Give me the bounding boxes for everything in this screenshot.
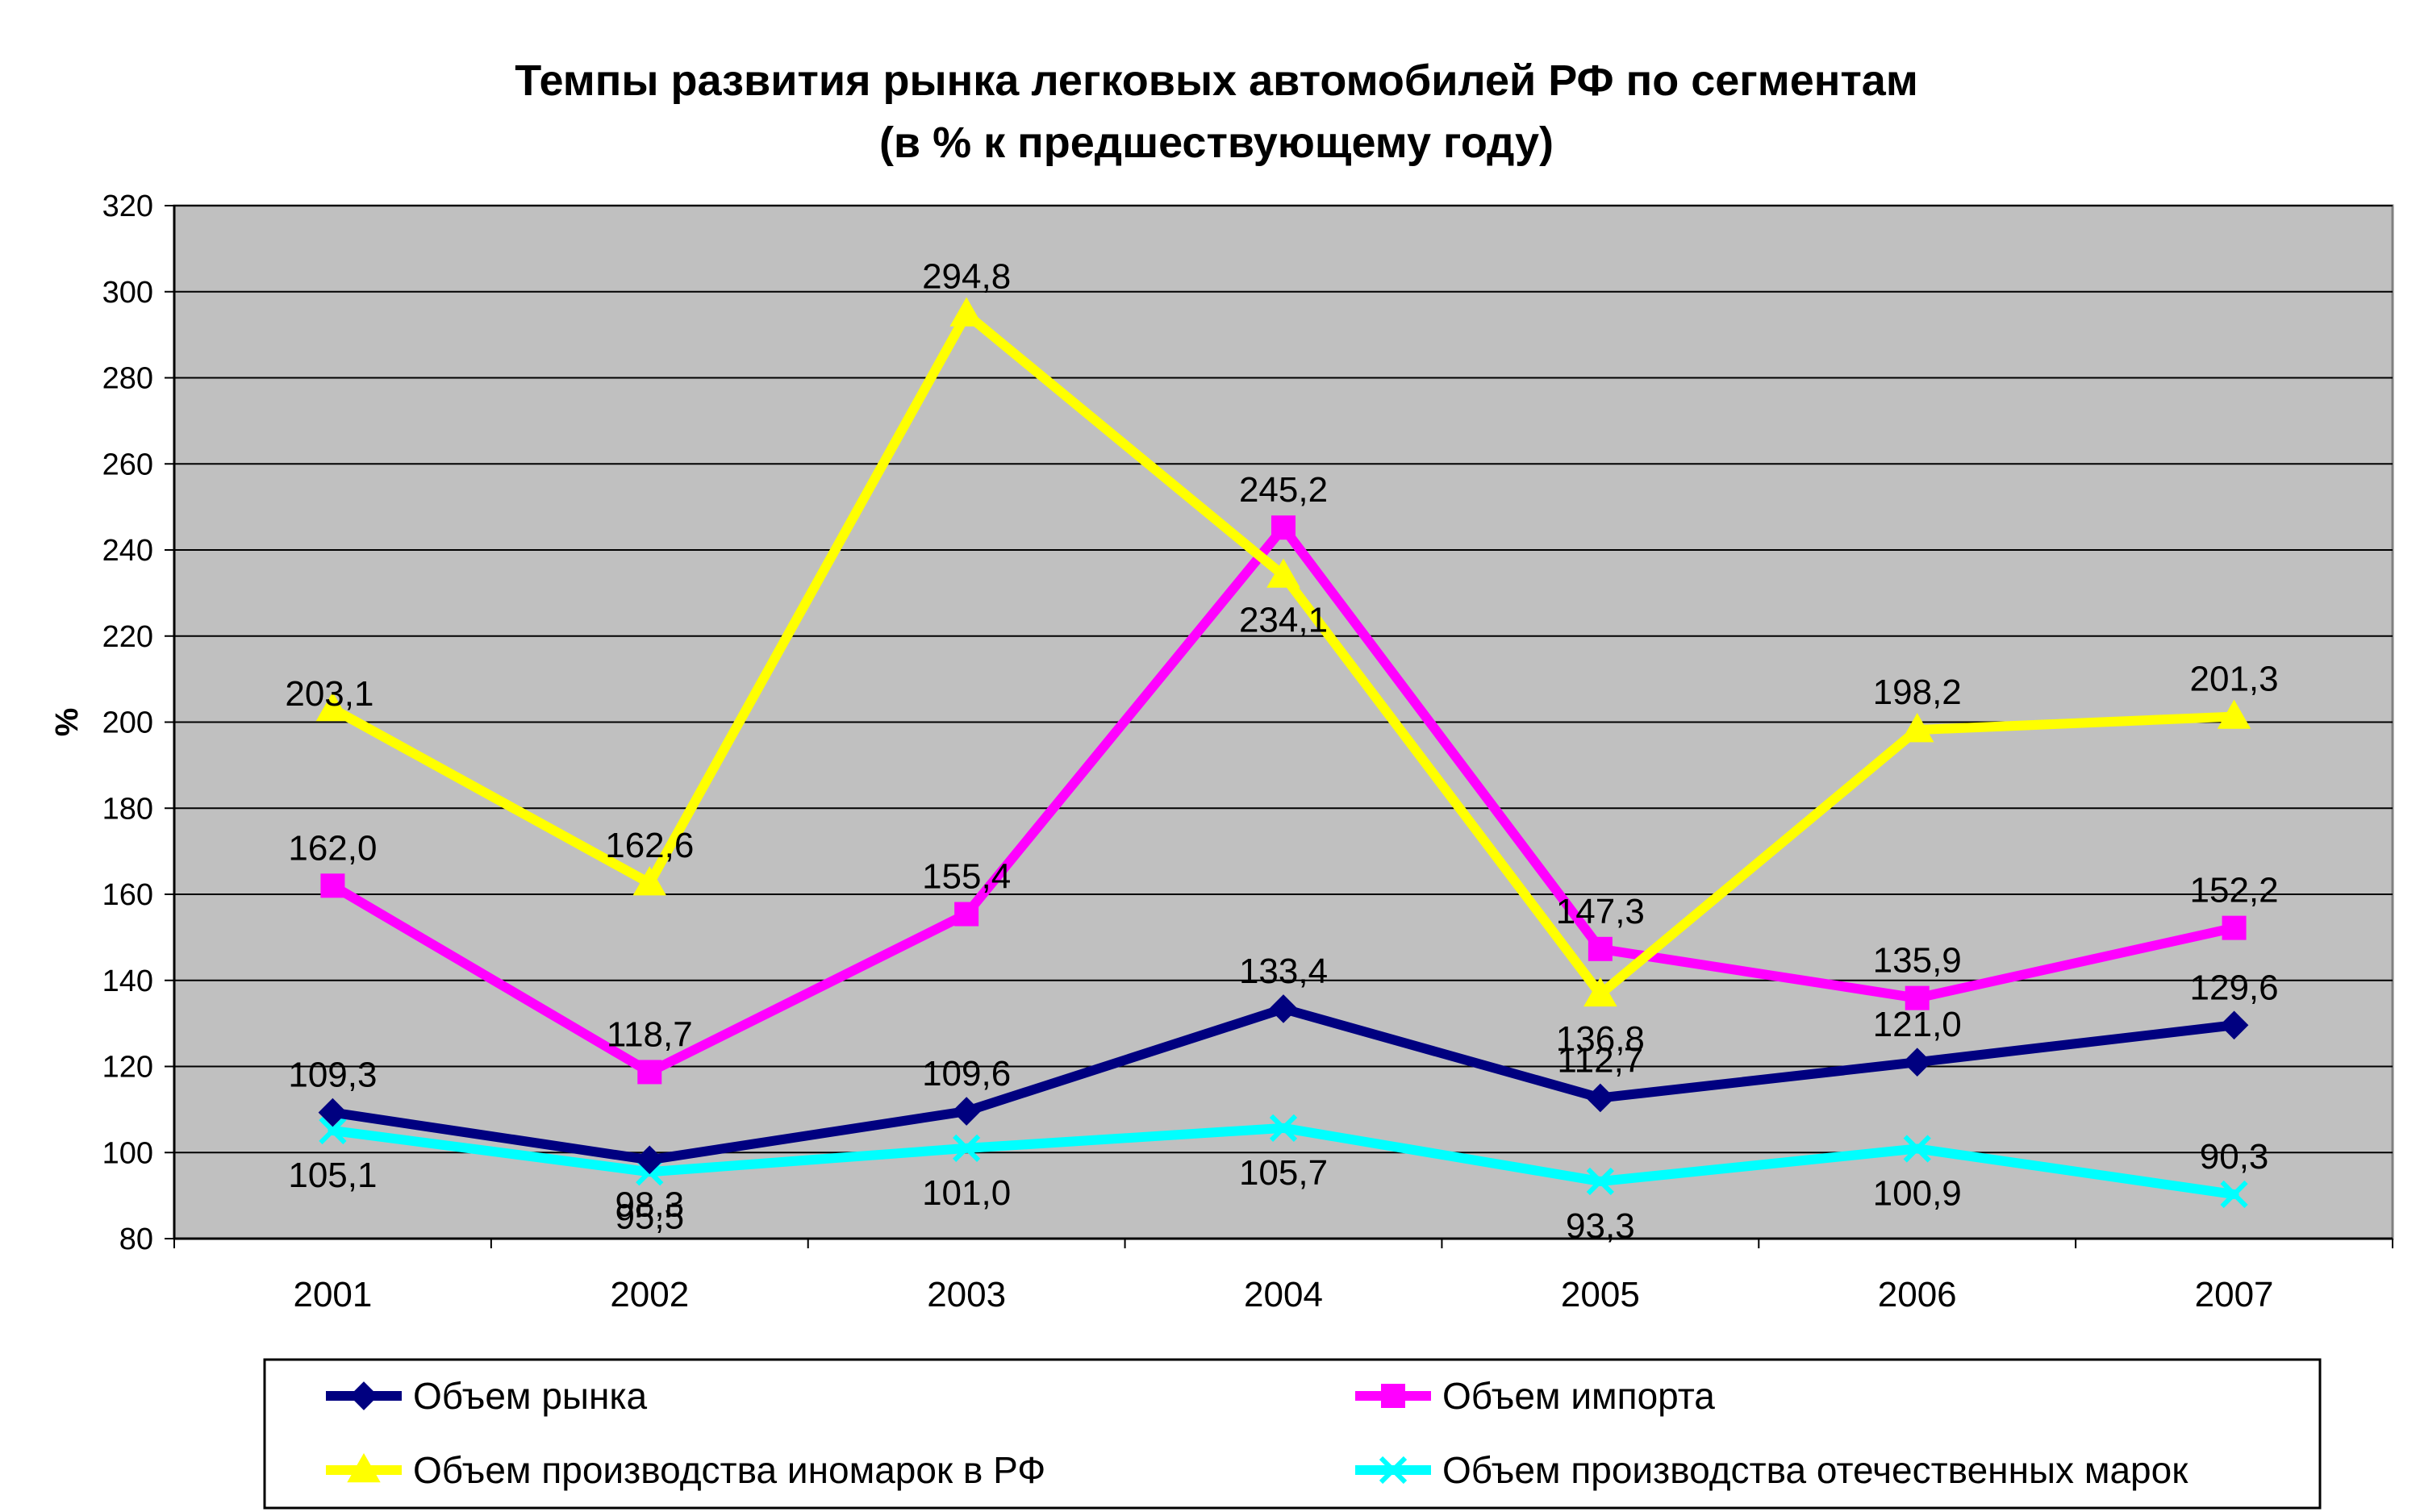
x-marker-stroke xyxy=(1379,1456,1408,1485)
data-label: 234,1 xyxy=(1239,600,1328,639)
triangle-marker xyxy=(2217,699,2251,729)
data-label: 136,8 xyxy=(1556,1019,1645,1059)
y-tick-label: 100 xyxy=(102,1136,153,1170)
data-label: 162,6 xyxy=(605,826,694,865)
triangle-marker xyxy=(1900,713,1934,743)
chart-subtitle: (в % к предшествующему году) xyxy=(879,119,1554,167)
x-marker xyxy=(1269,1114,1298,1142)
y-tick-label: 120 xyxy=(102,1051,153,1085)
series-group xyxy=(315,297,2251,1209)
data-label: 95,5 xyxy=(615,1197,684,1236)
data-label: 100,9 xyxy=(1873,1173,1962,1213)
x-marker xyxy=(1903,1135,1931,1163)
square-marker xyxy=(637,1060,662,1085)
y-tick-label: 220 xyxy=(102,620,153,654)
diamond-marker xyxy=(349,1381,378,1410)
x-tick-label: 2007 xyxy=(2195,1275,2274,1314)
y-tick-label: 240 xyxy=(102,534,153,568)
data-label: 90,3 xyxy=(2200,1137,2269,1177)
y-tick-label: 260 xyxy=(102,448,153,481)
square-marker xyxy=(1271,515,1296,540)
y-tick-label: 280 xyxy=(102,362,153,396)
diamond-marker xyxy=(1586,1083,1615,1113)
data-label: 129,6 xyxy=(2190,968,2279,1007)
y-tick-label: 80 xyxy=(119,1223,153,1256)
y-tick-label: 300 xyxy=(102,276,153,310)
x-tick-label: 2002 xyxy=(610,1275,689,1314)
x-marker-stroke xyxy=(1269,1114,1298,1142)
triangle-marker xyxy=(1266,558,1300,588)
diamond-marker xyxy=(2219,1010,2249,1040)
x-marker xyxy=(2220,1180,2248,1209)
legend-box xyxy=(263,1358,2322,1510)
square-marker xyxy=(1588,936,1613,961)
y-tick-label: 200 xyxy=(102,706,153,740)
legend-label: Объем рынка xyxy=(413,1375,648,1417)
data-label: 105,7 xyxy=(1239,1153,1328,1193)
data-label: 109,3 xyxy=(288,1056,377,1095)
y-tick-label: 180 xyxy=(102,792,153,826)
data-label: 294,8 xyxy=(922,257,1011,297)
x-tick-label: 2003 xyxy=(927,1275,1006,1314)
legend: Объем рынка Объем импорта Объем производст… xyxy=(263,1358,2322,1510)
x-marker-stroke xyxy=(953,1134,981,1163)
y-tick-label: 320 xyxy=(102,190,153,223)
x-marker xyxy=(1586,1167,1614,1196)
x-marker xyxy=(1379,1456,1408,1485)
data-label: 135,9 xyxy=(1873,941,1962,981)
data-label: 162,0 xyxy=(288,828,377,868)
triangle-marker xyxy=(632,866,667,896)
diamond-marker xyxy=(1902,1048,1932,1077)
x-tick-label: 2004 xyxy=(1244,1275,1323,1314)
diamond-marker xyxy=(318,1098,348,1127)
x-marker xyxy=(953,1134,981,1163)
data-label: 245,2 xyxy=(1239,470,1328,510)
data-label: 201,3 xyxy=(2190,660,2279,699)
chart-title: Темпы развития рынка легковых автомобиле… xyxy=(515,56,1918,105)
legend-label: Объем импорта xyxy=(1442,1375,1715,1417)
data-label: 93,3 xyxy=(1566,1206,1635,1246)
data-label: 155,4 xyxy=(922,857,1011,897)
square-marker xyxy=(320,873,345,898)
y-tick-label: 140 xyxy=(102,964,153,998)
triangle-marker xyxy=(315,691,350,722)
x-marker xyxy=(319,1116,347,1145)
triangle-marker xyxy=(1583,977,1617,1007)
x-marker-stroke xyxy=(319,1116,347,1145)
data-label: 133,4 xyxy=(1239,952,1328,991)
data-labels: 109,3 98,3 109,6 133,4 112,7 121,0 129,6 162,0 1… xyxy=(285,257,2278,1247)
square-marker xyxy=(1905,985,1930,1010)
triangle-marker xyxy=(949,297,983,327)
data-label: 98,3 xyxy=(615,1185,684,1224)
data-label: 109,6 xyxy=(922,1054,1011,1093)
data-label: 118,7 xyxy=(607,1014,693,1054)
square-marker xyxy=(1381,1384,1405,1408)
x-marker-stroke xyxy=(2220,1180,2248,1209)
x-tick-label: 2006 xyxy=(1878,1275,1957,1314)
data-label: 147,3 xyxy=(1556,892,1645,931)
data-label: 121,0 xyxy=(1873,1005,1962,1044)
legend-label: Объем производства иномарок в РФ xyxy=(413,1449,1045,1491)
x-marker-stroke xyxy=(1903,1135,1931,1163)
axes: 80 100 120 140 160 180 200 220 240 260 280 300 320 20… xyxy=(49,190,2393,1314)
x-tick-label: 2001 xyxy=(293,1275,372,1314)
square-marker xyxy=(2222,915,2247,940)
data-label: 152,2 xyxy=(2190,871,2279,910)
data-label: 105,1 xyxy=(288,1156,377,1195)
x-marker-stroke xyxy=(1586,1167,1614,1196)
diamond-marker xyxy=(1269,994,1298,1023)
y-axis-label: % xyxy=(49,708,85,737)
diamond-marker xyxy=(635,1145,665,1175)
data-label: 198,2 xyxy=(1873,673,1962,712)
x-tick-label: 2005 xyxy=(1561,1275,1640,1314)
data-label: 112,7 xyxy=(1557,1040,1643,1080)
y-tick-label: 160 xyxy=(102,878,153,912)
square-marker xyxy=(954,902,979,927)
data-label: 203,1 xyxy=(285,674,373,714)
diamond-marker xyxy=(952,1097,981,1126)
data-label: 101,0 xyxy=(922,1173,1011,1213)
triangle-marker xyxy=(347,1452,381,1483)
legend-label: Объем производства отечественных марок xyxy=(1442,1449,2188,1491)
